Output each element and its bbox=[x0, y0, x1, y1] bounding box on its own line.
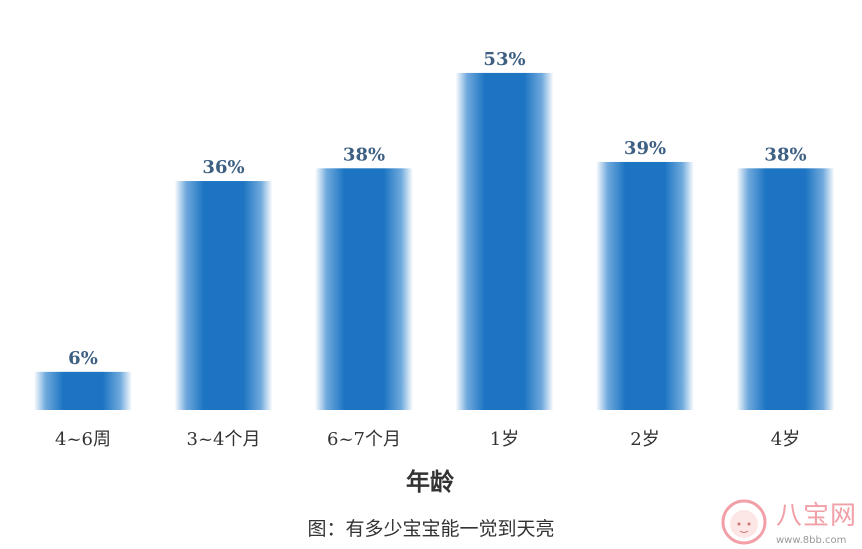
x-tick-label: 2岁 bbox=[630, 429, 659, 450]
x-tick-label: 6~7个月 bbox=[327, 429, 401, 450]
x-axis-label: 年龄 bbox=[406, 468, 455, 496]
data-label: 39% bbox=[624, 138, 666, 159]
bar bbox=[455, 72, 554, 411]
bar bbox=[34, 371, 132, 410]
data-label: 38% bbox=[764, 144, 806, 165]
bar bbox=[596, 161, 694, 410]
x-tick-label: 4~6周 bbox=[55, 429, 111, 450]
data-label: 53% bbox=[483, 49, 525, 70]
x-tick-label: 3~4个月 bbox=[187, 429, 261, 450]
x-tick-label: 1岁 bbox=[490, 429, 519, 450]
watermark-name: 八宝网 bbox=[776, 501, 858, 531]
watermark-url: www.8bb.com bbox=[776, 535, 847, 546]
bar-chart: 6% 4~6周 36% 3~4个月 38% 6~7个月 53% 1岁 39% 2岁 38% 4岁 年龄 bbox=[34, 49, 835, 496]
bar bbox=[174, 181, 273, 410]
data-label: 38% bbox=[343, 144, 385, 165]
bar bbox=[315, 168, 413, 410]
watermark-logo: 八宝网 www.8bb.com bbox=[718, 495, 862, 549]
bar bbox=[736, 168, 835, 410]
data-label: 36% bbox=[202, 157, 244, 178]
x-tick-label: 4岁 bbox=[771, 429, 800, 450]
data-label: 6% bbox=[68, 348, 98, 369]
baby-face-icon bbox=[721, 499, 767, 545]
figure-caption: 图：有多少宝宝能一觉到天亮 bbox=[307, 518, 555, 540]
